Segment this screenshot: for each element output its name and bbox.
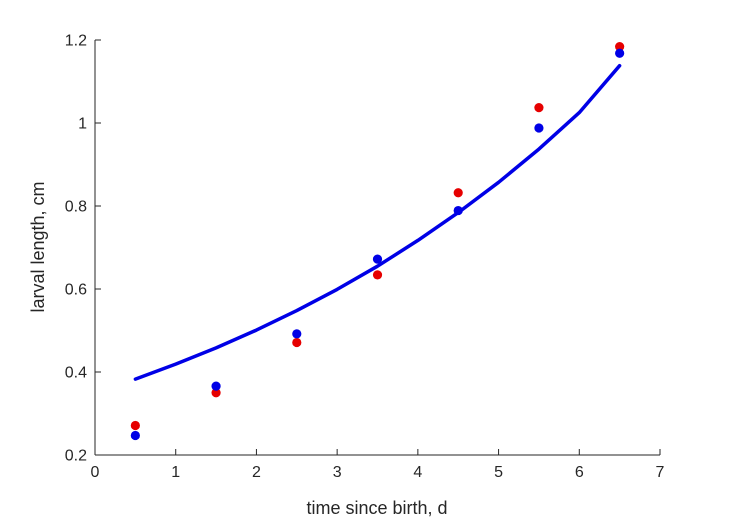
fit-curve — [133, 63, 622, 381]
blue-data-point — [453, 205, 463, 216]
blue-data-point — [130, 430, 140, 441]
x-tick-label: 6 — [575, 464, 584, 481]
x-tick-label: 1 — [171, 464, 180, 481]
x-tick-label: 7 — [656, 464, 665, 481]
y-tick-label: 1 — [78, 116, 87, 133]
x-tick-label: 2 — [252, 464, 261, 481]
red-data-point — [534, 103, 544, 113]
red-data-point — [453, 188, 463, 198]
blue-data-point — [615, 48, 625, 58]
x-tick-label: 4 — [413, 464, 422, 481]
red-data-point — [615, 42, 625, 52]
red-data-point — [130, 420, 140, 431]
x-ticks: 0 1 2 3 4 5 6 7 — [91, 449, 665, 481]
y-tick-label: 0.8 — [65, 199, 87, 216]
y-tick-label: 0.6 — [65, 282, 87, 299]
blue-data-point — [292, 329, 302, 339]
y-ticks: 0.2 0.4 0.6 0.8 1 1.2 — [65, 33, 101, 465]
y-tick-label: 0.2 — [65, 448, 87, 465]
series-layer — [130, 42, 625, 441]
x-tick-label: 5 — [494, 464, 503, 481]
blue-data-point — [372, 254, 383, 264]
x-tick-label: 0 — [91, 464, 100, 481]
y-tick-label: 0.4 — [65, 365, 87, 382]
x-axis-label: time since birth, d — [306, 498, 447, 518]
red-data-point — [292, 337, 302, 348]
x-tick-label: 3 — [333, 464, 342, 481]
red-data-point — [211, 388, 221, 398]
red-data-point — [372, 270, 383, 280]
y-axis-label: larval length, cm — [28, 181, 48, 312]
y-tick-label: 1.2 — [65, 33, 87, 50]
plot-area — [94, 40, 660, 456]
blue-data-point — [534, 123, 544, 133]
blue-data-point — [211, 381, 221, 391]
